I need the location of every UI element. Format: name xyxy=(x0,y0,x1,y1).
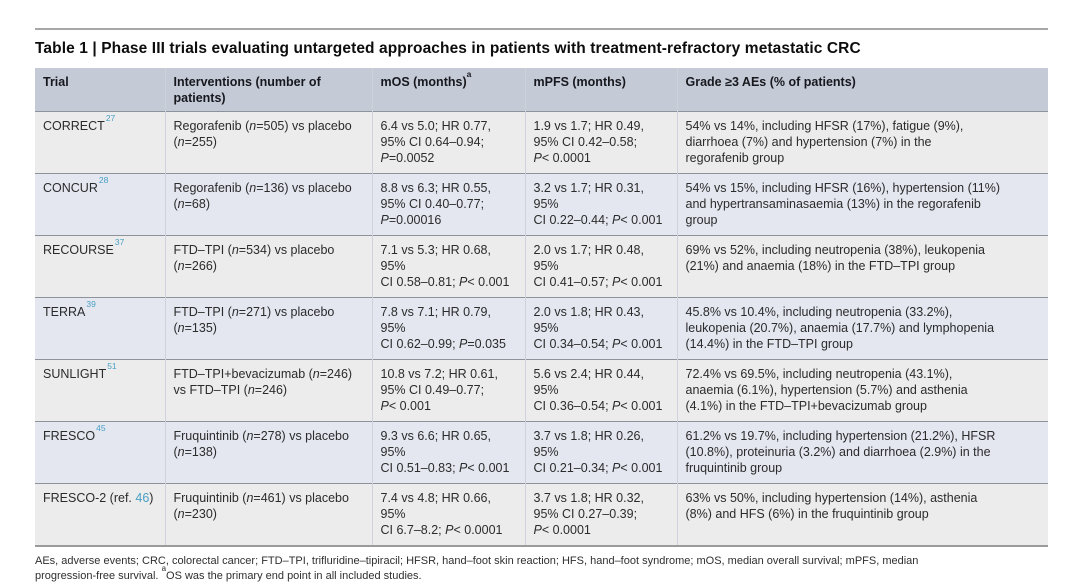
trial-cell: FRESCO-2 (ref. 46) xyxy=(35,483,165,546)
header-aes: Grade ≥3 AEs (% of patients) xyxy=(676,68,1048,112)
table-panel: Table 1 | Phase III trials evaluating un… xyxy=(35,0,1048,584)
mos-cell: 10.8 vs 7.2; HR 0.61, 95% CI 0.49–0.77; … xyxy=(371,359,525,422)
reference-link[interactable]: 37 xyxy=(114,236,125,247)
interventions-cell: Regorafenib (n=136) vs placebo (n=68) xyxy=(164,173,372,236)
table-header-row: Trial Interventions (number of patients)… xyxy=(35,68,1048,112)
header-mos-label: mOS (months) xyxy=(380,75,467,89)
trial-name-suffix: ) xyxy=(149,491,154,505)
mpfs-cell: 3.7 vs 1.8; HR 0.26, 95% CI 0.21–0.34; P… xyxy=(524,421,677,484)
trial-name: CONCUR xyxy=(43,181,98,195)
reference-link[interactable]: 51 xyxy=(107,360,117,371)
aes-cell: 61.2% vs 19.7%, including hypertension (… xyxy=(676,421,1048,484)
trial-cell: CONCUR28 xyxy=(35,173,165,236)
reference-link[interactable]: 39 xyxy=(86,298,96,309)
footnote-marker-a: a xyxy=(466,68,472,79)
mpfs-cell: 3.2 vs 1.7; HR 0.31, 95% CI 0.22–0.44; P… xyxy=(524,173,677,236)
mpfs-cell: 3.7 vs 1.8; HR 0.32, 95% CI 0.27–0.39; P… xyxy=(524,483,677,546)
header-mos: mOS (months)a xyxy=(371,68,525,112)
trial-name: TERRA xyxy=(43,305,86,319)
reference-link[interactable]: 46 xyxy=(135,491,150,505)
trial-name: RECOURSE xyxy=(43,243,114,257)
mos-cell: 8.8 vs 6.3; HR 0.55, 95% CI 0.40–0.77; P… xyxy=(371,173,525,236)
aes-cell: 54% vs 14%, including HFSR (17%), fatigu… xyxy=(676,111,1048,174)
table-title: Table 1 | Phase III trials evaluating un… xyxy=(35,40,861,57)
trial-name: SUNLIGHT xyxy=(43,367,107,381)
table-row: FRESCO45 Fruquintinib (n=278) vs placebo… xyxy=(35,421,1048,484)
mpfs-cell: 2.0 vs 1.7; HR 0.48, 95% CI 0.41–0.57; P… xyxy=(524,235,677,298)
interventions-cell: FTD–TPI (n=271) vs placebo (n=135) xyxy=(164,297,372,360)
trial-name: FRESCO xyxy=(43,429,96,443)
interventions-cell: Fruquintinib (n=278) vs placebo (n=138) xyxy=(164,421,372,484)
header-mpfs: mPFS (months) xyxy=(524,68,677,112)
header-interventions: Interventions (number of patients) xyxy=(164,68,372,112)
trial-cell: RECOURSE37 xyxy=(35,235,165,298)
interventions-cell: Fruquintinib (n=461) vs placebo (n=230) xyxy=(164,483,372,546)
trial-cell: SUNLIGHT51 xyxy=(35,359,165,422)
reference-link[interactable]: 45 xyxy=(96,422,106,433)
trial-name: CORRECT xyxy=(43,119,105,133)
mpfs-cell: 2.0 vs 1.8; HR 0.43, 95% CI 0.34–0.54; P… xyxy=(524,297,677,360)
table-row: TERRA39 FTD–TPI (n=271) vs placebo (n=13… xyxy=(35,297,1048,360)
trials-table: Trial Interventions (number of patients)… xyxy=(35,68,1048,547)
interventions-cell: FTD–TPI (n=534) vs placebo (n=266) xyxy=(164,235,372,298)
table-row: FRESCO-2 (ref. 46) Fruquintinib (n=461) … xyxy=(35,483,1048,546)
mpfs-cell: 1.9 vs 1.7; HR 0.49, 95% CI 0.42–0.58; P… xyxy=(524,111,677,174)
mos-cell: 7.8 vs 7.1; HR 0.79, 95% CI 0.62–0.99; P… xyxy=(371,297,525,360)
table-footnote: AEs, adverse events; CRC, colorectal can… xyxy=(35,554,1048,584)
interventions-cell: Regorafenib (n=505) vs placebo (n=255) xyxy=(164,111,372,174)
aes-cell: 72.4% vs 69.5%, including neutropenia (4… xyxy=(676,359,1048,422)
aes-cell: 63% vs 50%, including hypertension (14%)… xyxy=(676,483,1048,546)
aes-cell: 45.8% vs 10.4%, including neutropenia (3… xyxy=(676,297,1048,360)
header-trial: Trial xyxy=(35,68,165,112)
trial-cell: FRESCO45 xyxy=(35,421,165,484)
aes-cell: 69% vs 52%, including neutropenia (38%),… xyxy=(676,235,1048,298)
table-row: CORRECT27 Regorafenib (n=505) vs placebo… xyxy=(35,111,1048,174)
trial-cell: CORRECT27 xyxy=(35,111,165,174)
mos-cell: 7.4 vs 4.8; HR 0.66, 95% CI 6.7–8.2; P< … xyxy=(371,483,525,546)
trial-name: FRESCO-2 (ref. xyxy=(43,491,136,505)
mos-cell: 7.1 vs 5.3; HR 0.68, 95% CI 0.58–0.81; P… xyxy=(371,235,525,298)
table-row: RECOURSE37 FTD–TPI (n=534) vs placebo (n… xyxy=(35,235,1048,298)
mpfs-cell: 5.6 vs 2.4; HR 0.44, 95% CI 0.36–0.54; P… xyxy=(524,359,677,422)
reference-link[interactable]: 27 xyxy=(105,112,116,123)
footnote-marker-a: a xyxy=(161,564,167,574)
top-rule-divider xyxy=(35,28,1048,30)
trial-cell: TERRA39 xyxy=(35,297,165,360)
mos-cell: 6.4 vs 5.0; HR 0.77, 95% CI 0.64–0.94; P… xyxy=(371,111,525,174)
mos-cell: 9.3 vs 6.6; HR 0.65, 95% CI 0.51–0.83; P… xyxy=(371,421,525,484)
interventions-cell: FTD–TPI+bevacizumab (n=246) vs FTD–TPI (… xyxy=(164,359,372,422)
table-row: SUNLIGHT51 FTD–TPI+bevacizumab (n=246) v… xyxy=(35,359,1048,422)
reference-link[interactable]: 28 xyxy=(98,174,109,185)
table-row: CONCUR28 Regorafenib (n=136) vs placebo … xyxy=(35,173,1048,236)
aes-cell: 54% vs 15%, including HFSR (16%), hypert… xyxy=(676,173,1048,236)
